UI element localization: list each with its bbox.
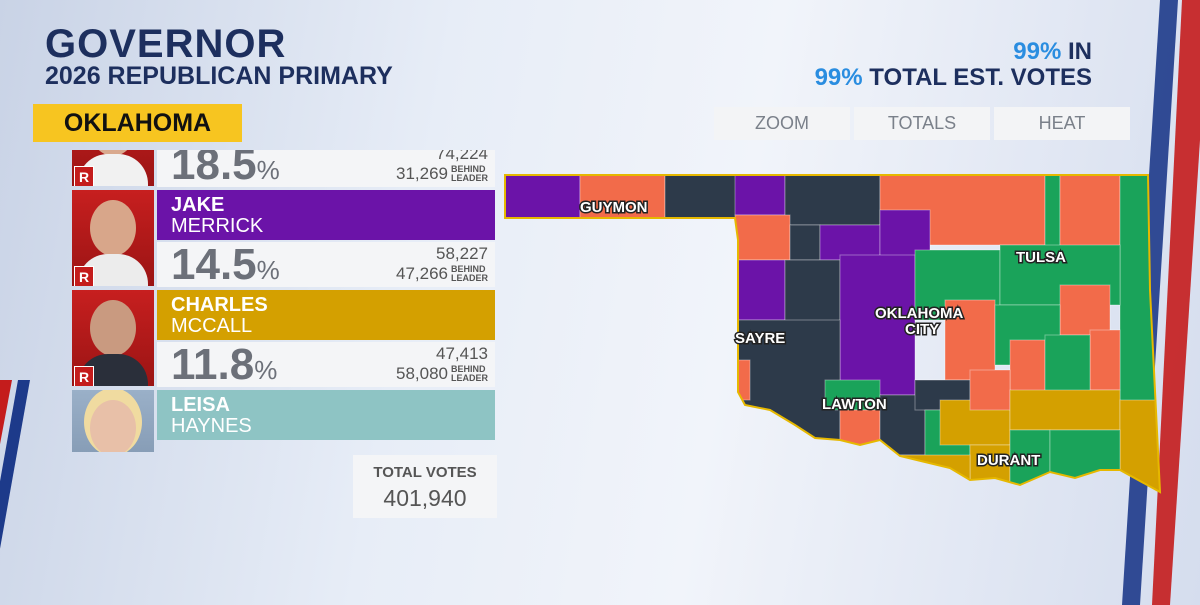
party: R [74, 266, 94, 286]
title: GOVERNOR [45, 22, 287, 66]
subtitle: 2026 REPUBLICAN PRIMARY [45, 62, 393, 90]
party: R [74, 366, 94, 386]
votes: 58,227 [436, 244, 488, 263]
photo: R [72, 190, 154, 286]
estimate: 99% TOTAL EST. VOTES [815, 64, 1092, 92]
pct: 18.5% [171, 150, 280, 190]
behind-label: LEADER [450, 173, 488, 183]
reporting-text: IN [1068, 38, 1092, 65]
first-name: LEISA [171, 394, 230, 416]
photo: R [72, 290, 154, 386]
last-name: HAYNES [171, 415, 252, 437]
pct: 14.5% [171, 240, 280, 290]
candidate-card[interactable]: LEISA HAYNES [70, 390, 498, 452]
last-name: MCCALL [171, 315, 253, 337]
total-votes: TOTAL VOTES 401,940 [353, 455, 497, 518]
photo: R [72, 150, 154, 186]
city-label: SAYRE [735, 330, 785, 347]
photo [72, 390, 154, 452]
pct-value: 11.8 [171, 340, 255, 389]
city-label: GUYMON [580, 199, 648, 216]
totals-button[interactable]: TOTALS [854, 107, 990, 140]
heat-button[interactable]: HEAT [994, 107, 1130, 140]
est-text: TOTAL EST. VOTES [869, 64, 1092, 91]
votes: 74,224 [436, 150, 488, 163]
city-label: OKLAHOMA [875, 305, 963, 322]
behind-label: BEHIND [450, 364, 486, 374]
candidate-card[interactable]: R JAKE MERRICK 14.5% 58,227 47,266 BEHIND… [70, 190, 498, 290]
reporting: 99% IN [1013, 38, 1092, 66]
first-name: JAKE [171, 194, 225, 216]
name-bar: JAKE MERRICK [157, 190, 495, 240]
last-name: MERRICK [171, 215, 264, 237]
city-label: TULSA [1016, 249, 1066, 266]
behind-label: BEHIND [450, 164, 486, 174]
stats: 11.8% 47,413 58,080 BEHIND LEADER [157, 340, 495, 390]
stats: 14.5% 58,227 47,266 BEHIND LEADER [157, 240, 495, 290]
total-label: TOTAL VOTES [373, 464, 477, 481]
candidate-card[interactable]: R CHARLES MCCALL 11.8% 47,413 58,080 BEHI… [70, 290, 498, 390]
candidate-card[interactable]: R 18.5% 74,224 31,269 BEHIND LEADER [70, 150, 498, 190]
first-name: CHARLES [171, 294, 268, 316]
pct-value: 18.5 [171, 150, 257, 189]
behind-label: BEHIND [450, 264, 486, 274]
behind-value: 31,269 [395, 164, 448, 183]
city-label: DURANT [977, 452, 1040, 469]
pct-unit: % [256, 255, 280, 285]
pct: 11.8% [171, 340, 277, 390]
state-outline [504, 174, 1162, 494]
behind-value: 58,080 [395, 364, 448, 383]
pct-unit: % [256, 155, 280, 185]
behind-label: LEADER [450, 273, 488, 283]
city-label: LAWTON [822, 396, 887, 413]
party: R [74, 166, 94, 186]
reporting-pct: 99% [1013, 38, 1062, 65]
zoom-button[interactable]: ZOOM [714, 107, 850, 140]
candidate-panel: R 18.5% 74,224 31,269 BEHIND LEADER R JAKE… [70, 150, 498, 452]
behind: 31,269 BEHIND LEADER [396, 164, 488, 184]
pct-unit: % [254, 355, 278, 385]
name-bar: CHARLES MCCALL [157, 290, 495, 340]
total-value: 401,940 [383, 485, 467, 511]
est-pct: 99% [814, 64, 863, 91]
behind: 58,080 BEHIND LEADER [396, 364, 488, 384]
pct-value: 14.5 [171, 240, 257, 289]
state-label: OKLAHOMA [33, 104, 242, 142]
behind-label: LEADER [450, 373, 488, 383]
city-label: CITY [905, 321, 939, 338]
stats: 18.5% 74,224 31,269 BEHIND LEADER [157, 150, 495, 190]
county-fills [505, 175, 1160, 492]
behind: 47,266 BEHIND LEADER [396, 264, 488, 284]
votes: 47,413 [436, 344, 488, 363]
name-bar: LEISA HAYNES [157, 390, 495, 440]
behind-value: 47,266 [395, 264, 448, 283]
